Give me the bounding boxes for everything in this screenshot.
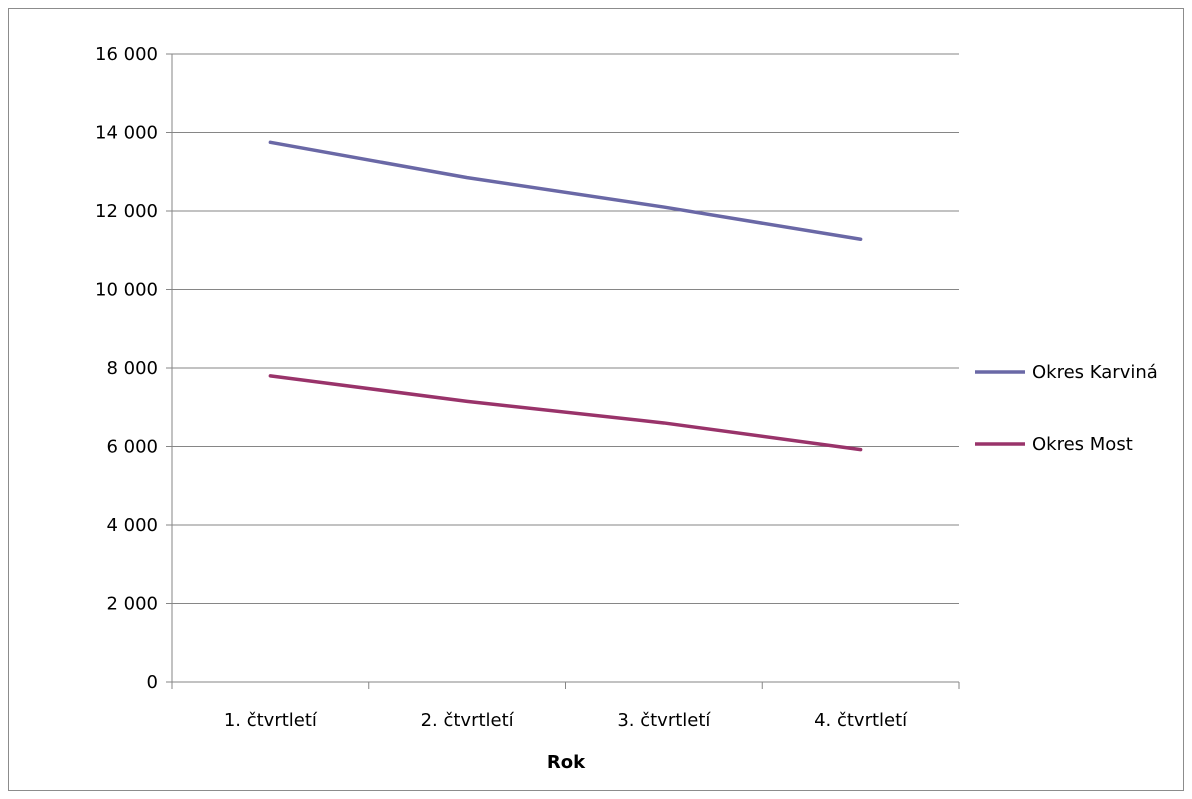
axes <box>166 53 960 689</box>
y-tick-label: 12 000 <box>95 201 158 222</box>
legend: Okres Karviná Okres Most <box>975 362 1158 455</box>
series-line-1 <box>268 140 863 242</box>
y-tick-label: 14 000 <box>95 123 158 144</box>
y-tick-label: 6 000 <box>106 437 158 458</box>
x-tick-labels: 1. čtvrtletí 2. čtvrtletí 3. čtvrtletí 4. č… <box>224 710 908 731</box>
y-tick-label: 16 000 <box>95 44 158 65</box>
y-tick-label: 2 000 <box>106 594 158 615</box>
chart-frame <box>8 8 1184 791</box>
x-axis-title: Rok <box>547 752 586 773</box>
gridlines <box>172 53 959 604</box>
x-tick-label: 4. čtvrtletí <box>814 710 908 731</box>
y-tick-label: 4 000 <box>106 515 158 536</box>
y-tick-label: 0 <box>147 672 158 693</box>
x-tick-label: 1. čtvrtletí <box>224 710 318 731</box>
x-tick-label: 3. čtvrtletí <box>617 710 711 731</box>
y-tick-labels: 0 2 000 4 000 6 000 8 000 10 000 12 000 14 000 1… <box>95 44 158 693</box>
legend-label: Okres Most <box>1032 434 1133 455</box>
x-tick-label: 2. čtvrtletí <box>421 710 515 731</box>
series-lines <box>268 140 863 452</box>
y-tick-label: 10 000 <box>95 280 158 301</box>
y-tick-label: 8 000 <box>106 358 158 379</box>
legend-label: Okres Karviná <box>1032 362 1158 383</box>
series-line-2 <box>268 374 863 452</box>
